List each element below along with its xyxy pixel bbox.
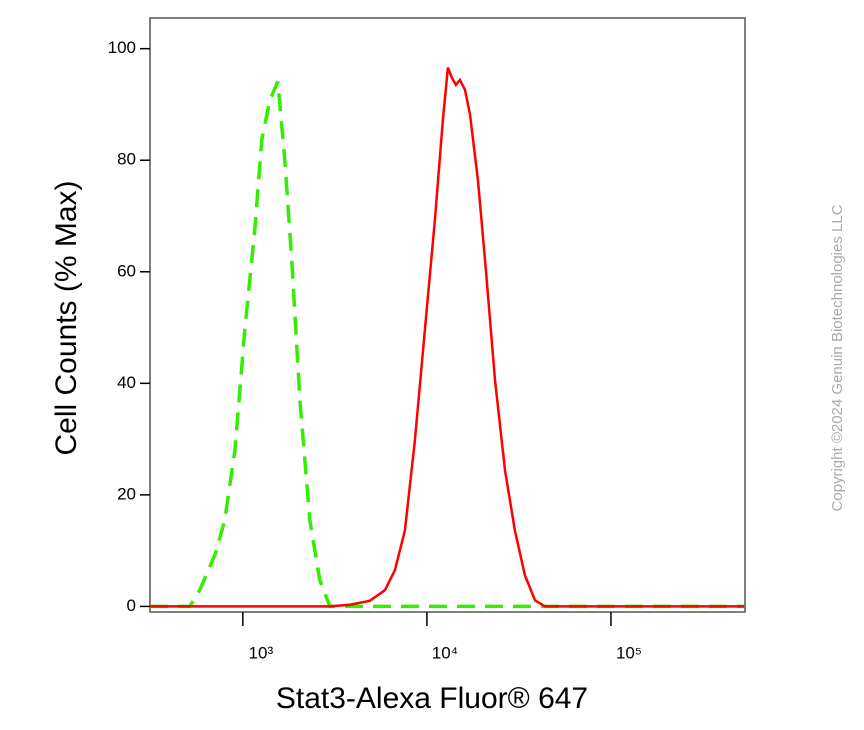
- y-axis-label: Cell Counts (% Max): [50, 180, 83, 455]
- y-tick-label: 60: [117, 261, 136, 280]
- y-tick-label: 20: [117, 484, 136, 503]
- histogram-line: [150, 67, 745, 608]
- x-tick-label: 10³: [249, 643, 274, 662]
- y-tick-label: 0: [127, 596, 136, 615]
- x-axis-label: Stat3-Alexa Fluor® 647: [276, 682, 588, 715]
- x-tick-label: 10⁴: [432, 643, 458, 662]
- y-tick-label: 40: [117, 373, 136, 392]
- histogram-line: [150, 80, 745, 609]
- copyright: Copyright ©2024 Genuin Biotechnologies L…: [829, 204, 846, 511]
- x-tick-label: 10⁵: [616, 643, 642, 662]
- y-tick-label: 80: [117, 150, 136, 169]
- y-tick-label: 100: [108, 38, 136, 57]
- plot-frame: [149, 17, 746, 613]
